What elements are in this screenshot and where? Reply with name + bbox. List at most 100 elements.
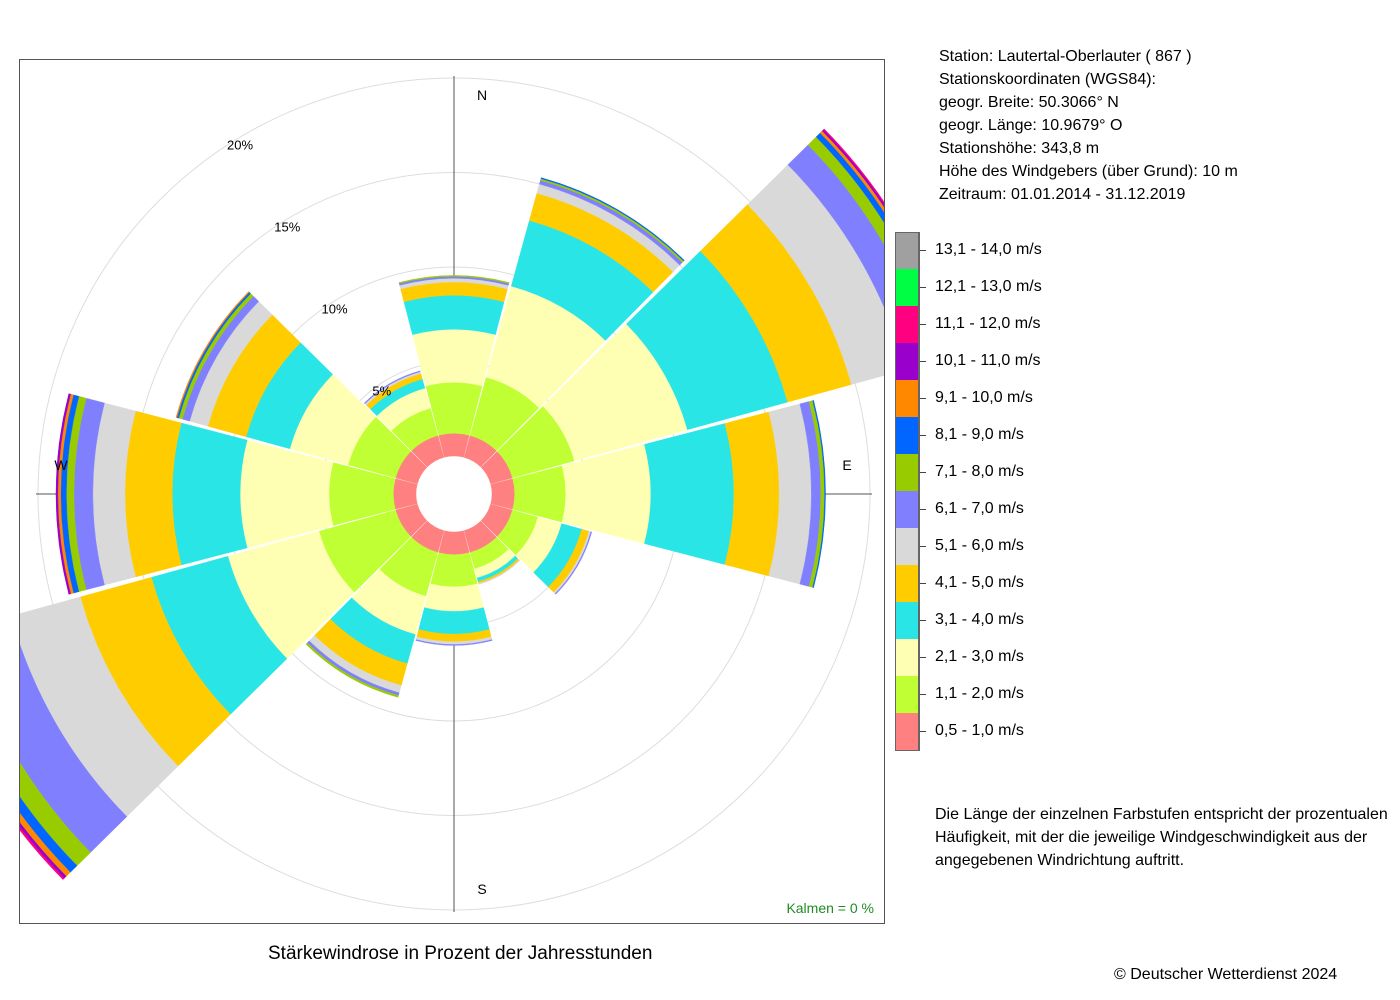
legend-swatch: [895, 306, 919, 343]
segment-90-class-3: [644, 423, 735, 565]
copyright-text: © Deutscher Wetterdienst 2024: [1114, 966, 1338, 983]
sector-330: [363, 370, 445, 468]
segment-0-class-0: [438, 433, 470, 458]
legend-label: 5,1 - 6,0 m/s: [935, 537, 1024, 554]
coords-heading: Stationskoordinaten (WGS84):: [939, 71, 1156, 88]
legend-label: 3,1 - 4,0 m/s: [935, 611, 1024, 628]
segment-150-class-5: [478, 559, 521, 585]
station-line: Station: Lautertal-Oberlauter ( 867 ): [939, 48, 1192, 65]
legend-swatch: [895, 454, 919, 491]
segment-180-class-3: [418, 607, 490, 635]
legend-swatch: [895, 417, 919, 454]
longitude-line: geogr. Länge: 10.9679° O: [939, 117, 1123, 134]
elevation-line: Stationshöhe: 343,8 m: [939, 140, 1100, 157]
legend-tick: [920, 694, 926, 695]
legend-label: 1,1 - 2,0 m/s: [935, 685, 1024, 702]
segment-180-class-2: [424, 583, 484, 612]
segment-90-class-8: [812, 400, 826, 588]
direction-label-E: E: [842, 457, 851, 473]
segment-120-class-6: [554, 531, 593, 595]
segment-240-class-10: [20, 822, 67, 879]
legend-tick: [920, 546, 926, 547]
legend-swatch: [895, 528, 919, 565]
segment-0-class-3: [403, 295, 505, 335]
segment-180-class-6: [415, 639, 493, 646]
sector-210: [305, 520, 445, 698]
direction-label-N: N: [477, 87, 487, 103]
segment-90-class-0: [490, 478, 515, 510]
legend-swatch: [895, 269, 919, 306]
segment-180-class-0: [438, 530, 470, 555]
legend-swatch: [895, 713, 919, 750]
segment-330-class-6: [363, 370, 421, 404]
legend-label: 0,5 - 1,0 m/s: [935, 722, 1024, 739]
chart-labels: 5% 10% 15% 20% N E S W Kalmen = 0 %: [54, 87, 874, 916]
radial-tick-label: 5%: [372, 383, 391, 398]
legend-tick: [920, 287, 926, 288]
legend-tick: [920, 398, 926, 399]
legend-label: 10,1 - 11,0 m/s: [935, 352, 1041, 369]
legend-swatch: [895, 380, 919, 417]
legend-tick: [920, 657, 926, 658]
segment-0-class-2: [412, 329, 496, 387]
legend-label: 7,1 - 8,0 m/s: [935, 463, 1024, 480]
direction-label-W: W: [54, 457, 68, 473]
legend-swatch: [895, 565, 919, 602]
legend-tick: [920, 324, 926, 325]
legend-label: 8,1 - 9,0 m/s: [935, 426, 1024, 443]
segment-240-class-11: [20, 827, 65, 880]
sector-150: [463, 520, 521, 585]
legend-swatch: [895, 343, 919, 380]
legend-swatch: [895, 491, 919, 528]
legend-label: 11,1 - 12,0 m/s: [935, 315, 1041, 332]
legend-label: 13,1 - 14,0 m/s: [935, 241, 1042, 258]
segment-60-class-11: [823, 128, 884, 204]
segment-240-class-9: [20, 812, 71, 877]
legend-tick: [920, 583, 926, 584]
sector-120: [480, 503, 593, 595]
legend-tick: [920, 250, 926, 251]
radial-tick-label: 10%: [321, 301, 347, 316]
note-line: Die Länge der einzelnen Farbstufen entsp…: [935, 806, 1388, 823]
segment-270-class-0: [393, 478, 418, 510]
wind-rose-chart: 5% 10% 15% 20% N E S W Kalmen = 0 %: [20, 76, 884, 916]
segment-300-class-9: [175, 291, 250, 418]
sector-300: [175, 291, 428, 485]
legend-swatch: [895, 602, 919, 639]
legend-tick: [920, 435, 926, 436]
sector-270: [55, 393, 418, 595]
legend-tick: [920, 509, 926, 510]
legend-label: 12,1 - 13,0 m/s: [935, 278, 1042, 295]
direction-label-S: S: [477, 881, 486, 897]
legend-swatch: [895, 232, 919, 269]
latitude-line: geogr. Breite: 50.3066° N: [939, 94, 1119, 111]
radial-tick-label: 15%: [274, 220, 300, 235]
sector-60: [480, 128, 884, 485]
legend-label: 9,1 - 10,0 m/s: [935, 389, 1033, 406]
sector-180: [415, 530, 493, 646]
sector-90: [490, 400, 826, 588]
station-info: Station: Lautertal-Oberlauter ( 867 ) St…: [939, 45, 1238, 206]
legend-tick: [920, 361, 926, 362]
note-line: angegebenen Windrichtung auftritt.: [935, 852, 1185, 869]
legend-label: 4,1 - 5,0 m/s: [935, 574, 1024, 591]
sensor-height-line: Höhe des Windgebers (über Grund): 10 m: [939, 163, 1238, 180]
chart-title: Stärkewindrose in Prozent der Jahresstun…: [268, 943, 653, 964]
note-line: Häufigkeit, mit der die jeweilige Windge…: [935, 829, 1368, 846]
legend-tick: [920, 620, 926, 621]
legend-label: 2,1 - 3,0 m/s: [935, 648, 1024, 665]
period-line: Zeitraum: 01.01.2014 - 31.12.2019: [939, 186, 1186, 203]
legend-swatch: [895, 639, 919, 676]
segment-270-class-3: [172, 422, 248, 566]
sector-0: [398, 275, 510, 458]
wind-sectors: [20, 128, 884, 880]
explanation-note: Die Länge der einzelnen Farbstufen entsp…: [935, 803, 1395, 872]
segment-210-class-7: [305, 642, 399, 698]
segment-30-class-8: [540, 177, 685, 262]
legend-tick: [920, 731, 926, 732]
legend-swatch: [895, 676, 919, 713]
plot-area: 5% 10% 15% 20% N E S W Kalmen = 0 %: [19, 59, 885, 924]
calm-text: Kalmen = 0 %: [786, 900, 874, 916]
sector-240: [20, 503, 428, 880]
radial-tick-label: 20%: [227, 138, 253, 153]
